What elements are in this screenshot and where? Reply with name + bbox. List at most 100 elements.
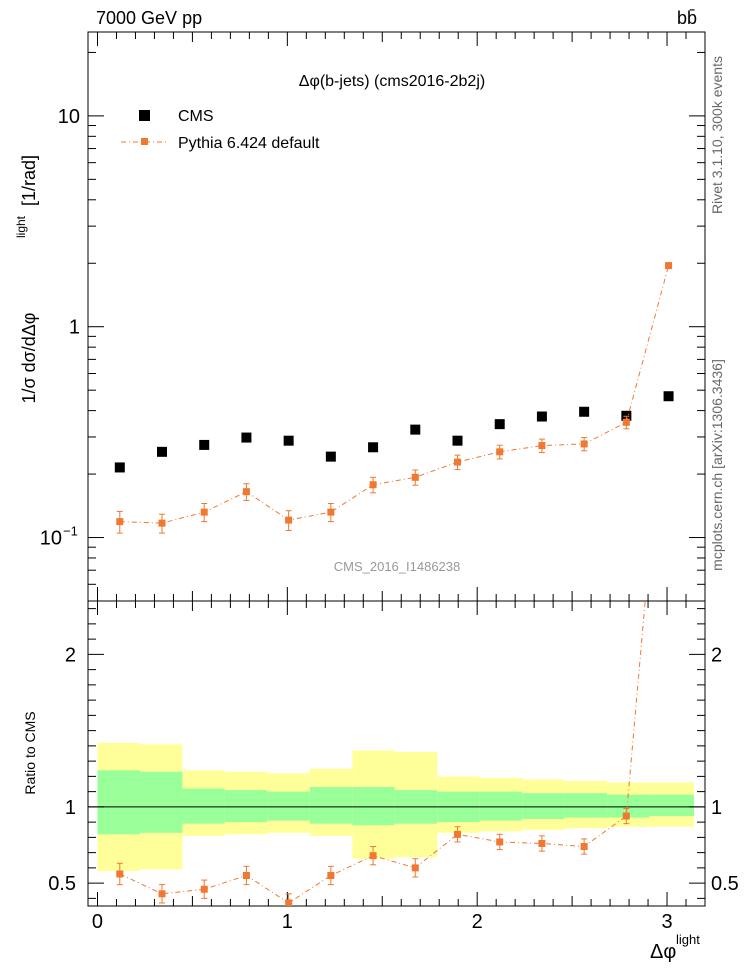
ratio-y-tick-label: 1 <box>65 797 76 819</box>
ratio-band-inner <box>182 788 225 824</box>
analysis-id: CMS_2016_I1486238 <box>334 559 461 574</box>
pythia-ratio-point <box>496 838 504 846</box>
plot-title: Δφ(b-jets) (cms2016-2b2j) <box>299 73 485 90</box>
ratio-y-tick-label-right: 1 <box>711 797 722 819</box>
ratio-y-tick-label: 0.5 <box>48 873 76 895</box>
cms-data-point <box>368 442 379 453</box>
ratio-x-tick-label: 1 <box>282 911 293 933</box>
pythia-data-point <box>538 442 546 450</box>
pythia-ratio-point-group <box>285 893 293 906</box>
pythia-ratio-point <box>622 812 630 820</box>
main-y-axis-title-unit: [1/rad] <box>19 155 39 206</box>
ratio-x-tick-label: 0 <box>92 911 103 933</box>
cms-data-point <box>494 419 505 430</box>
main-y-axis-title-superscript: light <box>14 215 28 238</box>
pythia-line <box>119 265 670 524</box>
pythia-ratio-point <box>580 843 588 851</box>
pythia-ratio-line <box>119 601 646 904</box>
ratio-uncertainty-bands <box>88 742 705 871</box>
ratio-panel: 0 1 2 3 0.5 0.5 1 1 2 2 <box>48 600 739 933</box>
pythia-data-point <box>622 418 630 426</box>
ratio-y-tick-label-right: 0.5 <box>711 873 739 895</box>
ratio-y-tick-label: 2 <box>65 644 76 666</box>
pythia-ratio-point-group <box>496 833 504 851</box>
pythia-ratio-point <box>369 852 377 860</box>
main-y-axis-title: 1/σ dσ/dΔφ light [1/rad] <box>14 155 39 404</box>
pythia-ratio-point-group <box>116 862 124 886</box>
ratio-data-marks <box>116 601 646 906</box>
ratio-x-tick-label: 3 <box>661 911 672 933</box>
pythia-data-point <box>369 481 377 489</box>
ratio-band-inner <box>649 794 694 817</box>
pythia-ratio-point-group <box>158 884 166 904</box>
pythia-ratio-point <box>453 830 461 838</box>
cms-data-point <box>410 424 421 435</box>
pythia-data-point <box>665 262 673 270</box>
ratio-band-inner <box>97 770 140 835</box>
legend-cms-label: CMS <box>178 108 214 125</box>
ratio-band-inner <box>139 771 183 833</box>
cms-data-point <box>536 411 547 422</box>
cms-data-point <box>579 406 590 417</box>
pythia-ratio-point <box>116 870 124 878</box>
pythia-data-point <box>242 488 250 496</box>
ratio-band-inner <box>309 787 353 824</box>
pythia-data-point <box>285 516 293 524</box>
pythia-data-point <box>327 508 335 516</box>
pythia-data-point <box>580 440 588 448</box>
cms-data-point <box>452 435 463 446</box>
pythia-data-point <box>496 448 504 456</box>
ratio-y-axis-title: Ratio to CMS <box>22 711 38 794</box>
mcplots-label: mcplots.cern.ch [arXiv:1306.3436] <box>709 359 725 571</box>
pythia-ratio-point-group <box>242 865 250 886</box>
ratio-band-inner <box>224 790 268 823</box>
pythia-ratio-point-group <box>538 835 546 852</box>
ratio-band-inner <box>564 793 608 818</box>
main-data-marks <box>114 262 674 534</box>
cms-data-point <box>283 435 294 446</box>
pythia-ratio-point-group <box>369 846 377 866</box>
main-y-tick-label-exponent: −1 <box>63 524 78 539</box>
ratio-band-inner <box>522 793 565 820</box>
pythia-ratio-point-group <box>411 858 419 878</box>
legend-pythia-marker <box>141 138 148 145</box>
main-y-tick-label: 10 <box>58 106 80 128</box>
pythia-data-point <box>116 518 124 526</box>
process-label: bb̄ <box>677 8 697 28</box>
ratio-band-inner <box>352 787 395 826</box>
pythia-ratio-point <box>327 872 335 879</box>
pythia-ratio-point-group <box>327 865 335 886</box>
ratio-band-inner <box>479 791 523 821</box>
cms-data-point <box>325 451 336 462</box>
energy-label: 7000 GeV pp <box>96 8 202 28</box>
pythia-data-point <box>453 458 461 466</box>
x-axis-title-text: Δφ <box>650 941 676 963</box>
pythia-data-point <box>411 473 419 481</box>
pythia-ratio-point <box>158 890 166 898</box>
cms-data-point <box>199 439 210 450</box>
x-axis-title-superscript: light <box>676 932 700 947</box>
main-y-axis-title-text: 1/σ dσ/dΔφ <box>19 313 39 404</box>
ratio-band-inner <box>267 791 310 821</box>
legend-cms-marker <box>139 110 150 121</box>
legend-pythia-label: Pythia 6.424 default <box>178 135 320 152</box>
legend: CMS Pythia 6.424 default <box>121 108 320 152</box>
pythia-data-point <box>158 519 166 527</box>
main-y-tick-label: 10 <box>40 528 62 550</box>
ratio-axis-ticks: 0 1 2 3 0.5 0.5 1 1 2 2 <box>48 601 739 933</box>
ratio-x-tick-label: 2 <box>472 911 483 933</box>
rivet-label: Rivet 3.1.10, 300k events <box>709 56 725 214</box>
cms-data-point <box>663 391 674 402</box>
pythia-ratio-point-group <box>580 838 588 855</box>
pythia-data-point <box>200 508 208 516</box>
x-axis-title: Δφ light <box>650 932 700 963</box>
pythia-ratio-point <box>200 885 208 893</box>
cms-data-point <box>157 446 168 457</box>
ratio-band-inner <box>607 794 650 818</box>
pythia-ratio-point <box>242 872 250 879</box>
pythia-ratio-point-group <box>453 826 461 843</box>
pythia-ratio-point <box>538 839 546 847</box>
cms-data-point <box>114 462 125 473</box>
